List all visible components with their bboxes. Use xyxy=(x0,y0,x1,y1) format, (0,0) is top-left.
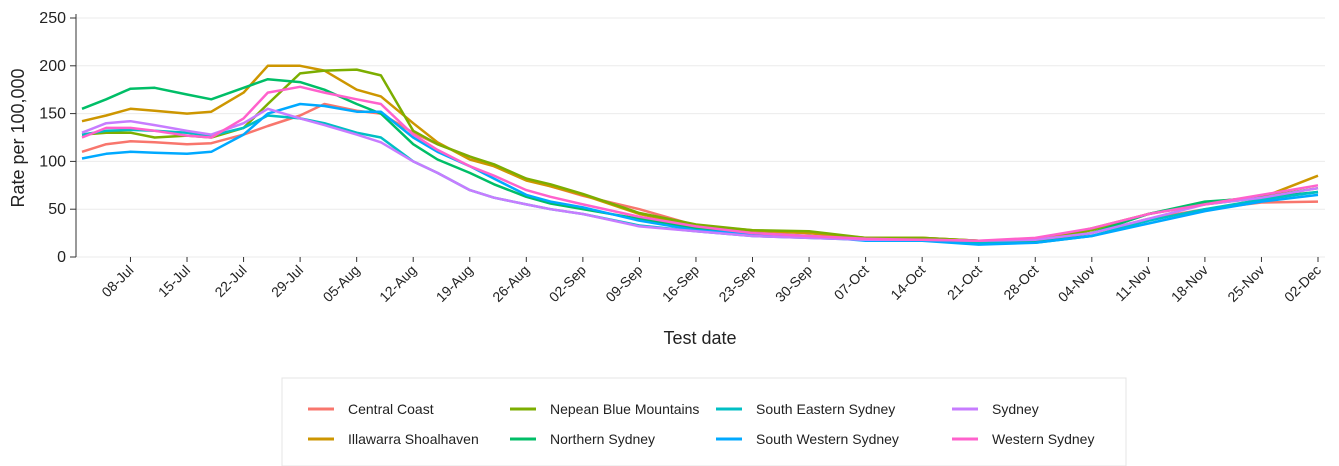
y-tick-label: 50 xyxy=(48,201,66,218)
x-tick-label: 04-Nov xyxy=(1055,262,1098,305)
x-tick-label: 28-Oct xyxy=(1000,262,1041,303)
x-tick-label: 02-Dec xyxy=(1281,262,1324,305)
series-line xyxy=(81,102,1319,246)
x-tick-label: 07-Oct xyxy=(831,262,872,303)
x-axis-label: Test date xyxy=(663,328,736,348)
legend-label: Nepean Blue Mountains xyxy=(550,401,699,417)
legend-label: Sydney xyxy=(992,401,1039,417)
x-tick-label: 22-Jul xyxy=(211,262,249,300)
legend-label: South Western Sydney xyxy=(756,431,899,447)
x-tick-label: 12-Aug xyxy=(376,262,419,305)
y-tick-label: 0 xyxy=(57,249,66,266)
legend-label: Illawarra Shoalhaven xyxy=(348,431,479,447)
legend-box xyxy=(281,377,1127,466)
x-tick-label: 18-Nov xyxy=(1168,262,1211,305)
x-tick-label: 09-Sep xyxy=(602,262,645,305)
x-tick-label: 08-Jul xyxy=(98,262,136,300)
y-axis-label: Rate per 100,000 xyxy=(8,68,28,207)
y-tick-label: 200 xyxy=(39,58,66,75)
x-tick-label: 21-Oct xyxy=(944,262,985,303)
legend-label: South Eastern Sydney xyxy=(756,401,895,417)
x-tick-label: 29-Jul xyxy=(268,262,306,300)
legend-label: Northern Sydney xyxy=(550,431,655,447)
legend-label: Central Coast xyxy=(348,401,434,417)
y-tick-label: 150 xyxy=(39,106,66,123)
y-tick-label: 100 xyxy=(39,153,66,170)
legend-label: Western Sydney xyxy=(992,431,1094,447)
x-tick-label: 23-Sep xyxy=(715,262,758,305)
x-tick-label: 14-Oct xyxy=(887,262,928,303)
x-tick-label: 11-Nov xyxy=(1112,262,1154,304)
x-tick-label: 25-Nov xyxy=(1224,262,1267,305)
y-tick-label: 250 xyxy=(39,10,66,27)
series-line xyxy=(81,85,1319,242)
series-line xyxy=(81,107,1319,242)
x-tick-label: 26-Aug xyxy=(489,262,532,305)
x-tick-label: 19-Aug xyxy=(433,262,476,305)
x-tick-label: 15-Jul xyxy=(155,262,193,300)
x-tick-label: 30-Sep xyxy=(772,262,815,305)
x-tick-label: 16-Sep xyxy=(659,262,702,305)
x-tick-label: 02-Sep xyxy=(546,262,589,305)
x-tick-label: 05-Aug xyxy=(320,262,363,305)
series-line xyxy=(81,68,1319,243)
